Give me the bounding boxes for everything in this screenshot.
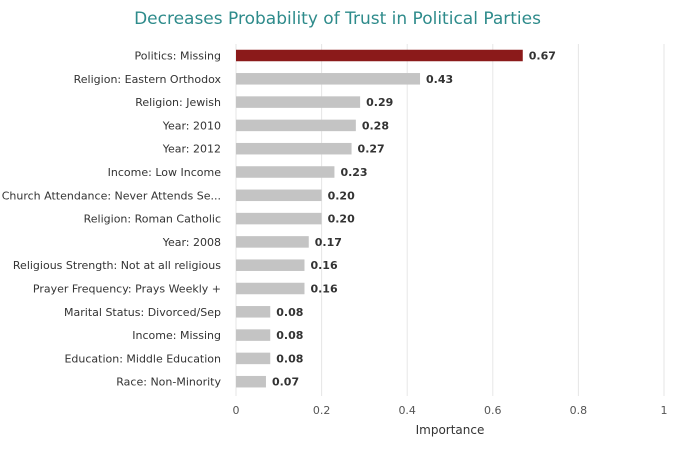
value-label: 0.23 [340, 166, 367, 179]
x-tick-label: 0 [233, 404, 240, 417]
bar [236, 49, 523, 62]
category-label: Education: Middle Education [64, 352, 221, 365]
bar [236, 96, 361, 108]
category-label: Year: 2010 [162, 119, 221, 132]
value-label: 0.16 [310, 259, 337, 272]
bar [236, 212, 322, 225]
category-label: Religion: Jewish [135, 96, 221, 109]
bar [236, 306, 271, 318]
value-label: 0.08 [276, 352, 303, 365]
x-tick-labels: 0 0.2 0.4 0.6 0.8 1 [233, 404, 668, 417]
category-label: Religious Strength: Not at all religious [13, 259, 221, 272]
x-tick-label: 0.6 [484, 404, 502, 417]
bar [236, 142, 352, 155]
category-label: Income: Low Income [108, 166, 222, 179]
value-label: 0.43 [426, 73, 453, 86]
category-label: Religion: Eastern Orthodox [74, 73, 222, 86]
category-label: Religion: Roman Catholic [84, 213, 221, 226]
category-label: Politics: Missing [135, 50, 221, 63]
category-label: Prayer Frequency: Prays Weekly + [33, 283, 221, 296]
bar [236, 352, 271, 365]
category-label: Year: 2008 [162, 236, 221, 249]
category-labels: Politics: Missing Religion: Eastern Ortho… [2, 50, 222, 389]
x-tick-label: 1 [661, 404, 668, 417]
value-labels: 0.67 0.43 0.29 0.28 0.27 0.23 0.20 0.20 0.17 0.16… [272, 50, 556, 389]
value-label: 0.08 [276, 306, 303, 319]
bar [236, 73, 421, 85]
bar [236, 236, 309, 248]
bars [236, 49, 523, 388]
x-axis-title: Importance [416, 423, 485, 437]
value-label: 0.20 [328, 213, 355, 226]
value-label: 0.67 [529, 50, 556, 63]
value-label: 0.17 [315, 236, 342, 249]
value-label: 0.20 [328, 189, 355, 202]
bar [236, 119, 356, 132]
category-label: Race: Non-Minority [116, 376, 221, 389]
x-tick-label: 0.4 [398, 404, 416, 417]
bar [236, 259, 305, 271]
value-label: 0.16 [310, 283, 337, 296]
category-label: Church Attendance: Never Attends Se... [2, 189, 221, 202]
bar [236, 329, 271, 341]
value-label: 0.27 [358, 143, 385, 156]
bar [236, 282, 305, 295]
x-tick-label: 0.8 [570, 404, 588, 417]
value-label: 0.08 [276, 329, 303, 342]
category-label: Income: Missing [132, 329, 221, 342]
category-label: Marital Status: Divorced/Sep [64, 306, 221, 319]
value-label: 0.29 [366, 96, 393, 109]
value-label: 0.07 [272, 376, 299, 389]
bar [236, 189, 322, 202]
value-label: 0.28 [362, 119, 389, 132]
category-label: Year: 2012 [162, 143, 221, 156]
bar [236, 375, 266, 388]
chart-title: Decreases Probability of Trust in Politi… [134, 9, 541, 29]
bar [236, 166, 335, 178]
x-tick-label: 0.2 [313, 404, 331, 417]
